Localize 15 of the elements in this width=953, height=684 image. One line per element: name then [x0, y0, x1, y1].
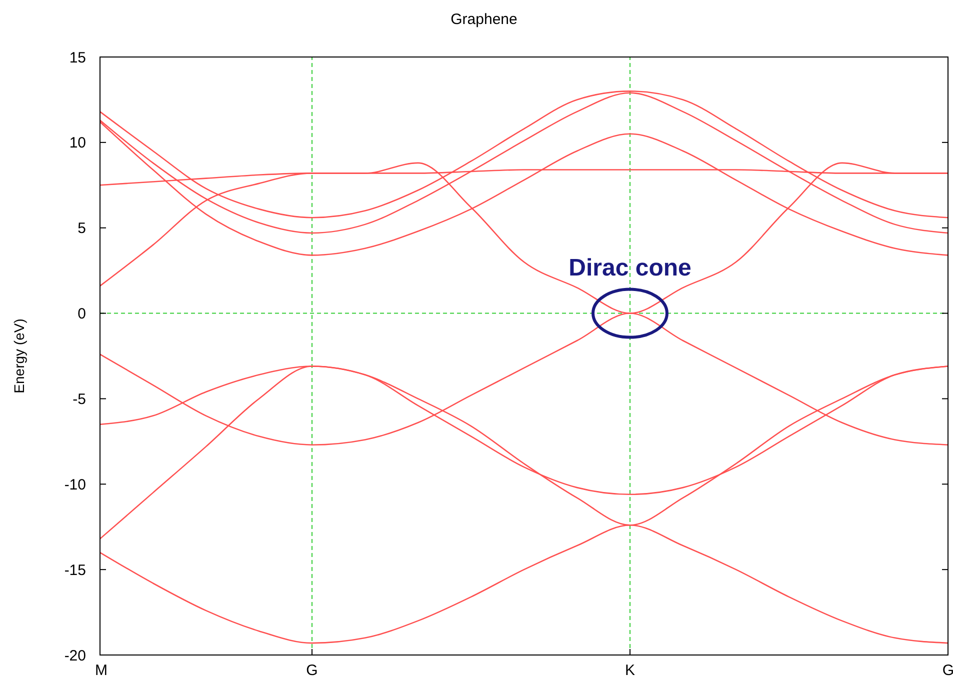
x-tick-label: G — [942, 662, 953, 679]
x-tick-label: G — [306, 662, 318, 679]
y-axis-title: Energy (eV) — [11, 318, 27, 394]
y-tick-label: 15 — [69, 49, 86, 66]
y-tick-label: -10 — [64, 476, 86, 494]
annotation: Dirac cone — [568, 254, 692, 282]
y-tick-label: -20 — [64, 647, 86, 664]
y-tick-label: 10 — [69, 134, 86, 152]
y-tick-label: 5 — [78, 220, 86, 238]
y-tick-label: -15 — [64, 562, 86, 579]
x-tick-label: M — [95, 662, 108, 679]
chart-title: Graphene — [450, 11, 518, 28]
y-tick-label: -5 — [72, 390, 86, 408]
y-tick-label: 0 — [78, 306, 86, 323]
x-tick-label: K — [624, 662, 636, 679]
